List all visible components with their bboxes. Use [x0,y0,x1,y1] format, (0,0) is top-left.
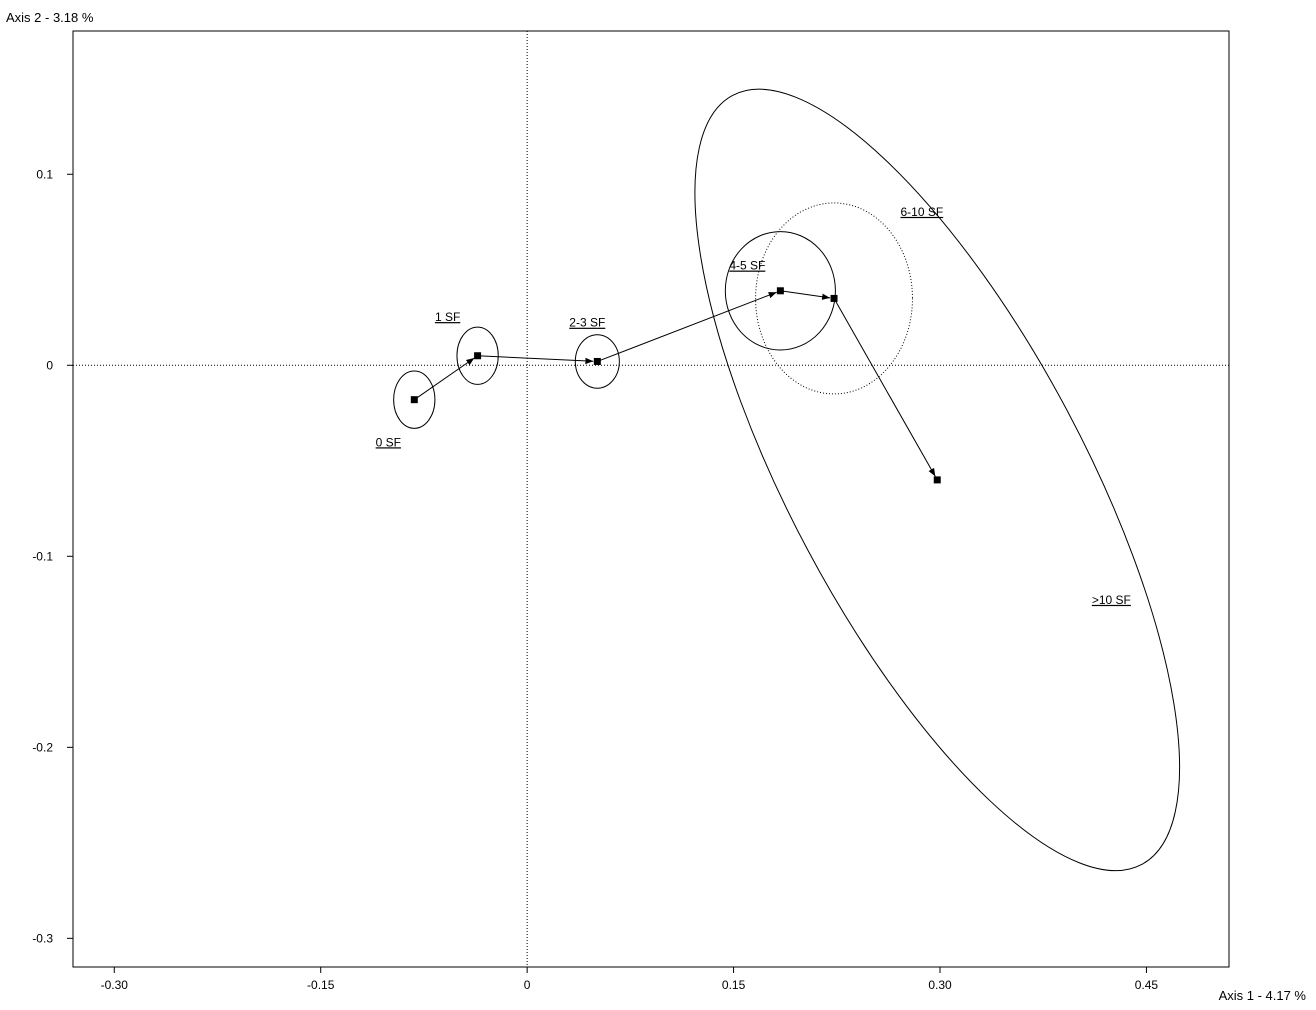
y-tick-label: -0.2 [32,740,53,754]
x-tick-label: -0.15 [307,978,335,992]
ellipse-1-sf [456,326,499,385]
label-0-sf: 0 SF [376,435,401,449]
x-tick-label: 0.45 [1135,978,1159,992]
trajectory-arrow [833,298,936,477]
ellipse-4-5-sf [724,231,836,351]
x-axis-title: Axis 1 - 4.17 % [1219,988,1307,1003]
point-gt10-sf [933,476,941,484]
ellipse-6-10-sf [755,202,913,395]
point-6-10-sf [830,294,838,302]
label-6-10-sf: 6-10 SF [900,205,943,219]
ellipse-0-sf [393,370,436,429]
x-tick-label: 0 [524,978,531,992]
y-tick-label: 0 [46,358,53,372]
point-4-5-sf [776,287,784,295]
trajectory-arrow [414,357,475,401]
y-tick-label: -0.3 [32,931,53,945]
label-2-3-sf: 2-3 SF [569,316,605,330]
y-tick-label: 0.1 [36,167,53,181]
plot-frame [72,30,1230,968]
y-tick-label: -0.1 [32,549,53,563]
trajectory-arrow [477,355,594,365]
point-2-3-sf [593,357,601,365]
label-4-5-sf: 4-5 SF [729,259,765,273]
ellipse-gt10-sf [694,88,1181,872]
y-axis-title: Axis 2 - 3.18 % [6,10,94,25]
x-tick-label: 0.30 [928,978,952,992]
trajectory-arrow [780,290,831,300]
point-0-sf [410,396,418,404]
ellipse-2-3-sf [574,334,620,389]
point-1-sf [474,352,482,360]
x-tick-label: 0.15 [722,978,746,992]
trajectory-arrow [597,291,777,362]
label-1-sf: 1 SF [435,310,460,324]
label-gt10-sf: >10 SF [1092,593,1131,607]
x-tick-label: -0.30 [101,978,129,992]
